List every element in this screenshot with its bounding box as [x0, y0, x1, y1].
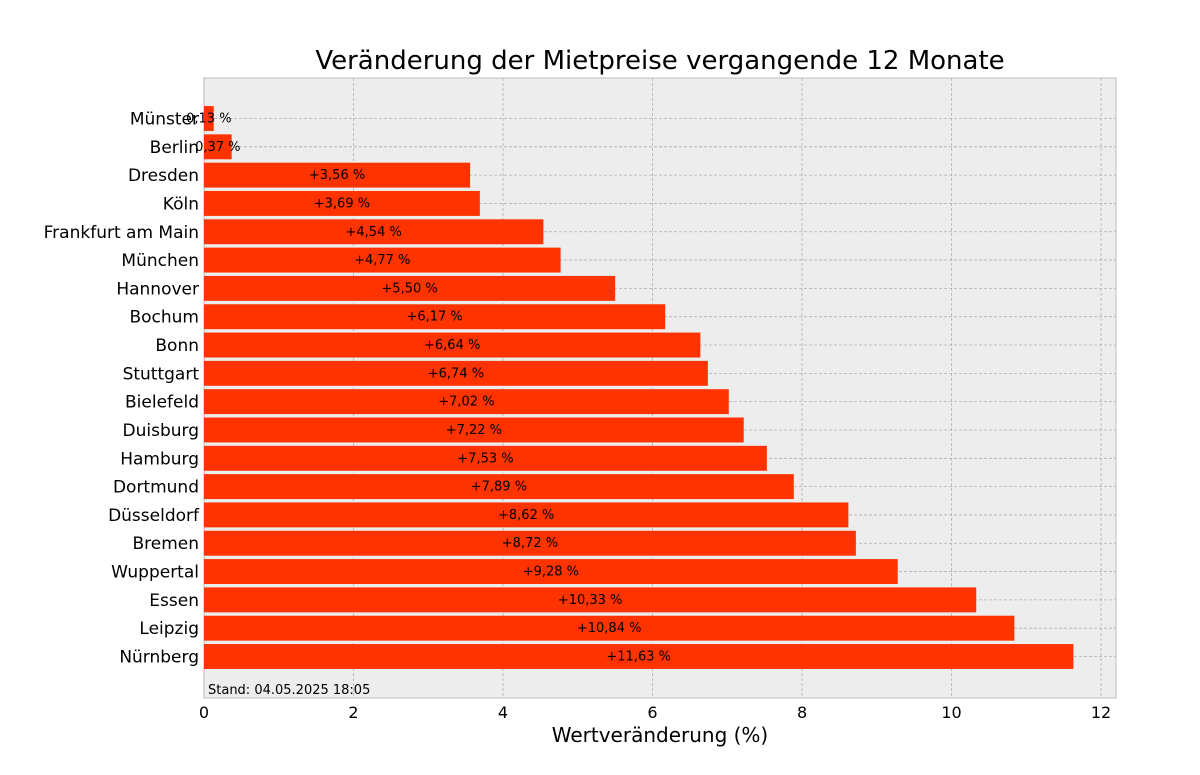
bar-data-label: +4,77 %	[354, 253, 410, 268]
bar	[204, 304, 666, 330]
bar	[204, 219, 544, 245]
bar	[204, 530, 856, 556]
bar-data-label: +11,63 %	[606, 650, 671, 665]
category-label: Nürnberg	[119, 648, 199, 668]
category-label: Bochum	[129, 308, 199, 328]
bar-data-label: 0,37 %	[195, 140, 240, 155]
bar-data-label: +5,50 %	[381, 281, 437, 296]
bar-data-label: +6,64 %	[424, 338, 480, 353]
bar-data-label: +8,72 %	[502, 536, 558, 551]
category-label: Köln	[163, 194, 199, 214]
x-tick-label: 6	[647, 703, 657, 722]
bar	[204, 587, 977, 613]
category-label: Münster	[130, 110, 199, 130]
timestamp-annotation: Stand: 04.05.2025 18:05	[208, 683, 370, 698]
bar	[204, 275, 616, 301]
bar-data-label: +3,69 %	[314, 196, 370, 211]
bar-data-label: +7,22 %	[446, 423, 502, 438]
bar	[204, 332, 701, 358]
category-label: Dresden	[128, 166, 199, 186]
category-label: Bremen	[132, 534, 199, 554]
category-label: Stuttgart	[123, 364, 200, 384]
category-label: Hamburg	[120, 449, 199, 469]
bar	[204, 417, 744, 443]
bar-data-label: +7,02 %	[438, 395, 494, 410]
bar	[204, 445, 767, 471]
bar	[204, 360, 708, 386]
category-label: Hannover	[116, 279, 199, 299]
category-label: Bonn	[155, 336, 199, 356]
bar	[204, 559, 898, 585]
bar-data-label: +3,56 %	[309, 168, 365, 183]
bar-data-label: +10,84 %	[577, 621, 642, 636]
bar	[204, 162, 471, 188]
bar-data-label: +10,33 %	[558, 593, 623, 608]
bar	[204, 106, 214, 131]
x-ticks-group: 0 2 4 6 8 10 12	[199, 703, 1111, 722]
category-label: Frankfurt am Main	[44, 223, 199, 243]
x-tick-label: 10	[941, 703, 961, 722]
x-tick-label: 2	[348, 703, 358, 722]
x-tick-label: 12	[1091, 703, 1111, 722]
category-label: Duisburg	[123, 421, 200, 441]
category-label: Berlin	[150, 138, 199, 158]
bar	[204, 644, 1074, 669]
bar-data-label: +4,54 %	[346, 225, 402, 240]
category-label: Dortmund	[113, 478, 199, 498]
bar-data-label: +7,89 %	[471, 480, 527, 495]
bar-data-label: +6,74 %	[428, 366, 484, 381]
chart-title: Veränderung der Mietpreise vergangende 1…	[315, 46, 1004, 76]
category-label: Düsseldorf	[108, 506, 200, 526]
x-tick-label: 0	[199, 703, 209, 722]
bar-data-label: +7,53 %	[457, 451, 513, 466]
bar	[204, 615, 1015, 641]
bar	[204, 474, 794, 500]
data-labels-group: 0,13 % 0,37 % +3,56 % +3,69 % +4,54 % +4,77 %…	[186, 112, 671, 665]
category-label: Leipzig	[139, 619, 199, 639]
bar	[204, 134, 232, 160]
bar-data-label: 0,13 %	[186, 112, 231, 127]
bar	[204, 247, 561, 273]
category-label: München	[121, 251, 199, 271]
x-tick-label: 4	[498, 703, 508, 722]
x-axis-label: Wertveränderung (%)	[552, 723, 769, 747]
category-label: Essen	[149, 591, 199, 611]
bars-group	[204, 106, 1074, 669]
bar	[204, 190, 480, 216]
bar-data-label: +9,28 %	[523, 565, 579, 580]
category-labels-group: Münster Berlin Dresden Köln Frankfurt am Mai…	[44, 110, 200, 668]
x-tick-label: 8	[797, 703, 807, 722]
bar-data-label: +8,62 %	[498, 508, 554, 523]
bar	[204, 389, 729, 415]
category-label: Bielefeld	[125, 393, 199, 413]
category-label: Wuppertal	[111, 563, 199, 583]
bar	[204, 502, 849, 528]
bar-data-label: +6,17 %	[406, 310, 462, 325]
